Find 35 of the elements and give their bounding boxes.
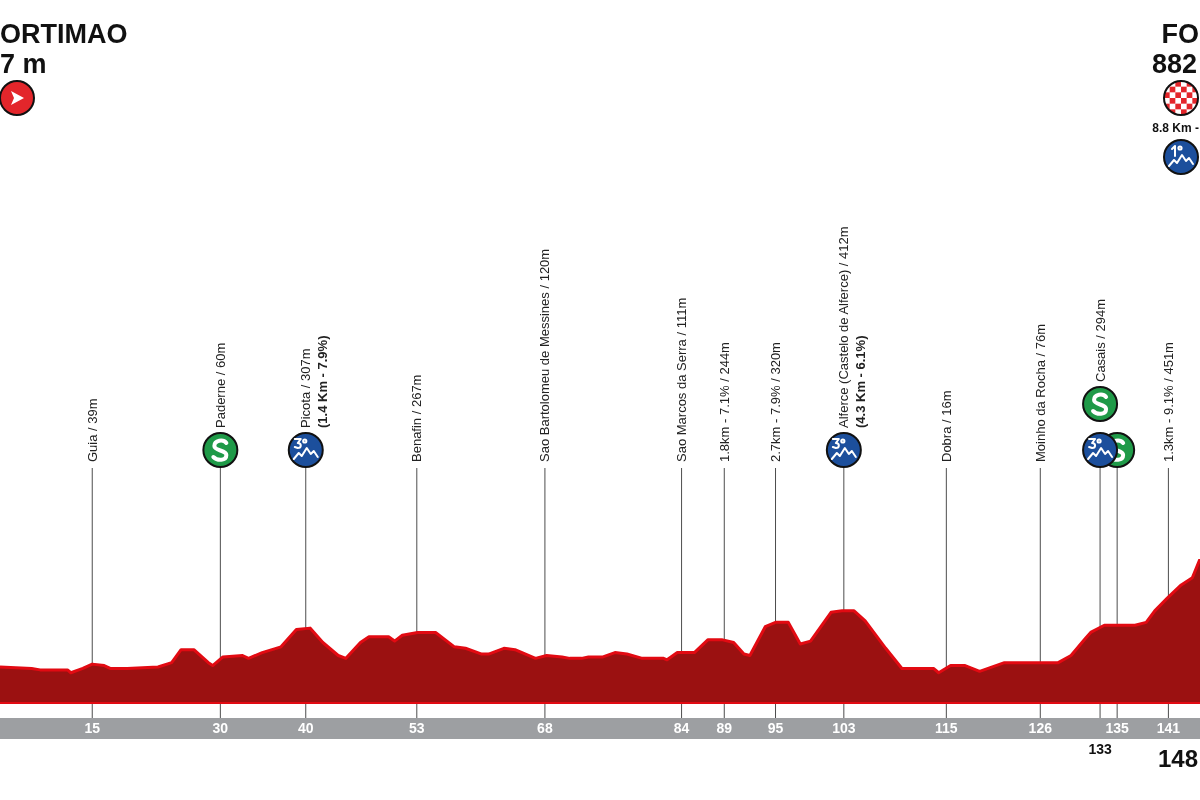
chart-subtitle: 7 m [0, 49, 47, 79]
text: FO [1161, 19, 1199, 49]
x-tick-label: 115 [935, 720, 958, 736]
text: Picota / 307m [298, 348, 314, 428]
text: 882 [1151, 49, 1197, 79]
x-tick-label: 141 [1156, 720, 1181, 736]
text: (1.4 Km - 7.9%) [315, 335, 331, 428]
text: Sao Marcos da Serra / 111m [674, 297, 690, 462]
text: 148 [1157, 745, 1199, 772]
x-tick-label: 135 [1105, 720, 1130, 736]
x-tick-label: 30 [212, 720, 229, 736]
text: 8.8 Km - [1152, 121, 1199, 135]
text: 2.7km - 7.9% / 320m [768, 342, 784, 462]
text: 1.3km - 9.1% / 451m [1160, 342, 1176, 462]
x-tick-label: 53 [409, 720, 425, 736]
text: Paderne / 60m [212, 342, 228, 428]
text: Guia / 39m [84, 398, 100, 462]
x-tick-label: 126 [1028, 720, 1053, 736]
x-tick-label: 103 [832, 720, 856, 736]
text: 133 [1088, 741, 1112, 757]
text: Casais / 294m [1092, 298, 1108, 382]
chart-title: ORTIMAO [0, 19, 128, 49]
x-tick-label: 95 [767, 720, 784, 736]
text: Alferce (Castelo de Alferce) / 412m [836, 226, 852, 428]
text: Moinho da Rocha / 76m [1032, 323, 1048, 462]
text: Dobra / 16m [938, 390, 954, 462]
x-tick-label: 68 [537, 720, 553, 736]
x-tick-label: 84 [673, 720, 690, 736]
text: Benafin / 267m [409, 374, 425, 462]
text: Sao Bartolomeu de Messines / 120m [537, 248, 553, 462]
x-tick-label: 40 [297, 720, 314, 736]
x-tick-label: 89 [716, 720, 733, 736]
x-tick-label: 15 [84, 720, 101, 736]
text: (4.3 Km - 6.1%) [853, 335, 869, 428]
text: 1.8km - 7.1% / 244m [716, 342, 732, 462]
